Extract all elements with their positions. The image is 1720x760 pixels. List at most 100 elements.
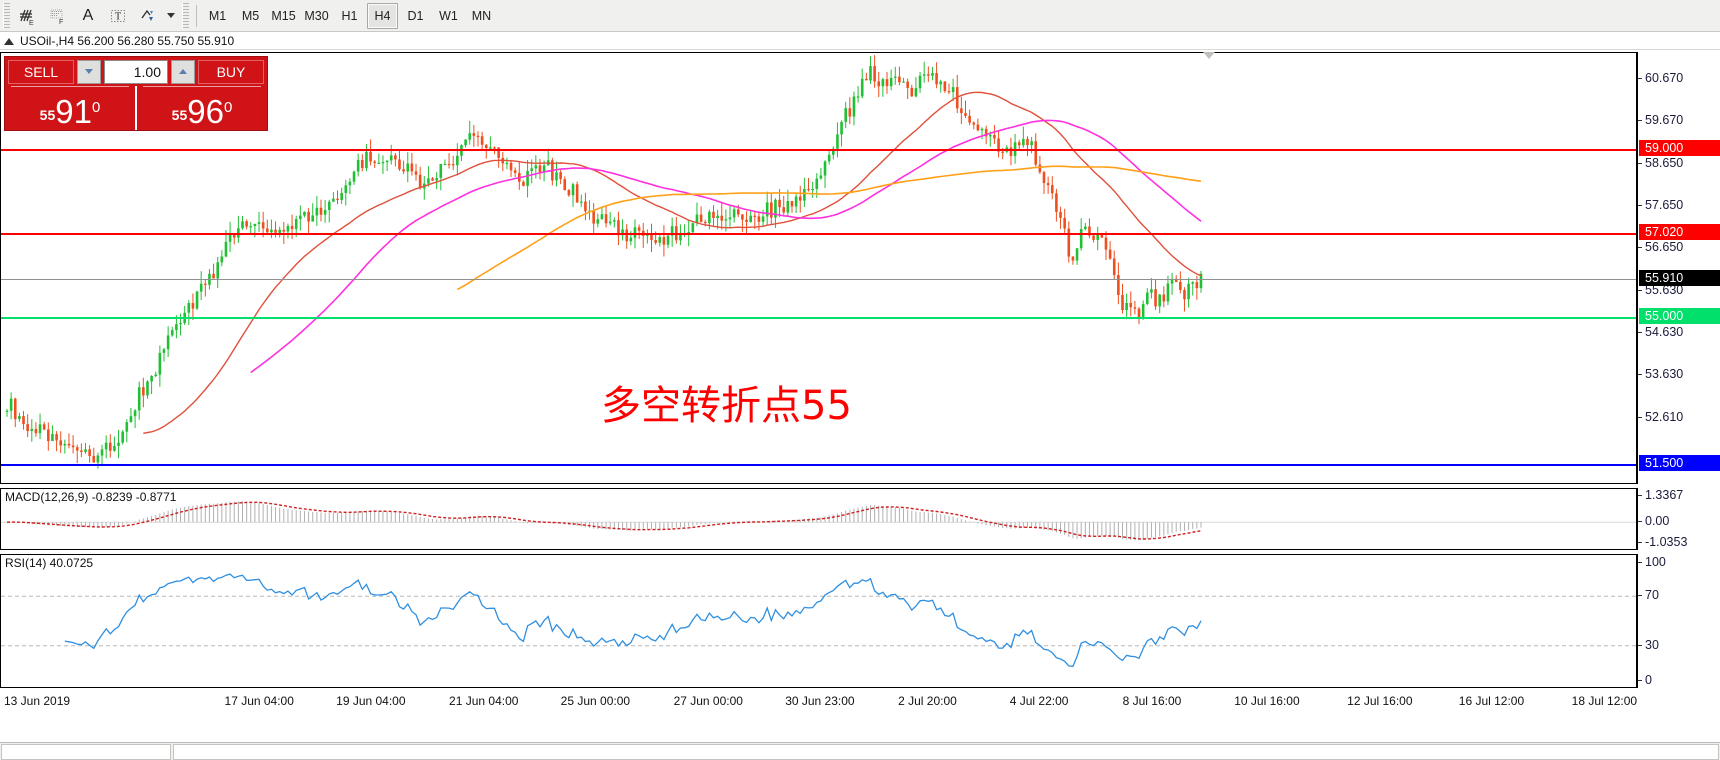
time-tick: 8 Jul 16:00: [1122, 694, 1182, 708]
volume-input[interactable]: 1.00: [104, 59, 168, 84]
templates-icon[interactable]: F: [43, 2, 73, 30]
timeframe-button-m30[interactable]: M30: [304, 8, 329, 23]
level-line-resistance-59[interactable]: [1, 149, 1636, 152]
rsi-tick: 100: [1638, 555, 1666, 569]
time-tick: 2 Jul 20:00: [898, 694, 957, 708]
rsi-tick: 0: [1638, 673, 1652, 687]
price-tick: 53.630: [1638, 367, 1683, 381]
chart-annotation-text: 多空转折点55: [601, 383, 852, 429]
price-badge-resistance-59: 59.000: [1639, 140, 1720, 157]
sell-price-big: 91: [55, 93, 92, 130]
price-axis[interactable]: 60.670 59.670 58.650 57.650 56.650 55.630 54.6…: [1637, 52, 1720, 484]
sell-button[interactable]: SELL: [8, 59, 74, 84]
price-tick: 58.650: [1638, 156, 1683, 170]
collapse-triangle-icon[interactable]: [4, 37, 14, 45]
time-tick: 16 Jul 12:00: [1458, 694, 1525, 708]
indicators-icon[interactable]: E: [13, 2, 43, 30]
macd-pane[interactable]: MACD(12,26,9) -0.8239 -0.8771: [0, 488, 1637, 550]
price-badge-support-55: 55.000: [1639, 308, 1720, 325]
dropdown-caret-icon[interactable]: [163, 2, 179, 30]
time-tick: 19 Jun 04:00: [336, 694, 406, 708]
price-badge-resistance-57: 57.020: [1639, 223, 1720, 240]
rsi-tick: 70: [1638, 588, 1659, 602]
buy-button[interactable]: BUY: [198, 59, 264, 84]
level-line-current-price[interactable]: [1, 279, 1636, 281]
level-line-resistance-57[interactable]: [1, 232, 1636, 235]
text-label-icon[interactable]: A: [82, 6, 94, 24]
time-tick: 30 Jun 23:00: [785, 694, 855, 708]
rsi-chart-canvas: [1, 573, 1636, 668]
price-tick: 54.630: [1638, 325, 1683, 339]
macd-chart-canvas: [1, 501, 1636, 541]
timeframe-button-h1[interactable]: H1: [341, 8, 358, 23]
macd-tick: -1.0353: [1638, 535, 1687, 549]
macd-tick: 1.3367: [1638, 488, 1683, 502]
price-tick: 56.650: [1638, 240, 1683, 254]
trade-controls-row: SELL 1.00 BUY: [5, 57, 267, 86]
time-tick: 12 Jul 16:00: [1347, 694, 1413, 708]
price-tick: 57.650: [1638, 198, 1683, 212]
sell-price-small: 55: [39, 107, 56, 123]
timeframe-button-d1[interactable]: D1: [407, 8, 424, 23]
time-axis[interactable]: 13 Jun 2019 17 Jun 04:00 19 Jun 04:00 21 Ju…: [0, 692, 1637, 714]
toolbar-grip-2[interactable]: [182, 2, 189, 29]
timeframe-group: M1 M5 M15 M30 H1 H4 D1 W1 MN: [201, 2, 498, 29]
price-tick: 60.670: [1638, 71, 1683, 85]
timeframe-button-m15[interactable]: M15: [271, 8, 296, 23]
timeframe-button-w1[interactable]: W1: [439, 8, 458, 23]
time-tick: 13 Jun 2019: [4, 694, 71, 708]
trade-quotes-row: 55 91 0 55 96 0: [5, 86, 267, 130]
svg-text:E: E: [29, 20, 34, 26]
status-bar: [0, 742, 1720, 760]
time-tick: 21 Jun 04:00: [449, 694, 519, 708]
timeframe-button-mn[interactable]: MN: [471, 8, 492, 23]
scroll-marker[interactable]: [1203, 52, 1215, 59]
time-tick: 27 Jun 00:00: [673, 694, 743, 708]
chart-area: 多空转折点55 MACD(12,26,9) -0.8239 -0.8771 RS…: [0, 52, 1720, 760]
price-badge-current-price: 55.910: [1639, 270, 1720, 287]
sell-price-fraction: 0: [91, 99, 101, 116]
time-tick: 25 Jun 00:00: [560, 694, 631, 708]
volume-increase-button[interactable]: [171, 59, 195, 84]
sell-divider: [11, 86, 129, 87]
rsi-tick: 30: [1638, 638, 1659, 652]
buy-price-display[interactable]: 55 96 0: [135, 86, 267, 130]
toolbar-separator: [196, 4, 197, 27]
status-cell-main: [173, 743, 1719, 760]
price-chart-canvas[interactable]: [1, 53, 1636, 483]
text-box-icon[interactable]: T: [103, 2, 133, 30]
buy-price-big: 96: [187, 93, 224, 130]
macd-label: MACD(12,26,9) -0.8239 -0.8771: [5, 490, 177, 504]
level-line-support-55[interactable]: [1, 317, 1636, 320]
svg-text:T: T: [115, 11, 121, 22]
level-line-support-515[interactable]: [1, 464, 1636, 467]
price-pane[interactable]: 多空转折点55: [0, 52, 1637, 484]
toolbar-grip[interactable]: [3, 2, 10, 29]
time-tick: 18 Jul 12:00: [1571, 694, 1638, 708]
time-tick: 17 Jun 04:00: [224, 694, 294, 708]
volume-decrease-button[interactable]: [77, 59, 101, 84]
symbol-ohlc-text: USOil-,H4 56.200 56.280 55.750 55.910: [20, 34, 235, 48]
one-click-trading-panel: SELL 1.00 BUY 55 91 0 55 96 0: [4, 56, 268, 131]
macd-tick: 0.00: [1638, 514, 1669, 528]
sell-price-display[interactable]: 55 91 0: [5, 86, 135, 130]
drawing-tools-icon[interactable]: [133, 2, 163, 30]
buy-price-small: 55: [171, 107, 188, 123]
time-tick: 4 Jul 22:00: [1009, 694, 1069, 708]
timeframe-button-h4[interactable]: H4: [367, 2, 398, 29]
rsi-pane[interactable]: RSI(14) 40.0725: [0, 554, 1637, 688]
status-cell-left: [1, 743, 171, 760]
price-badge-support-515: 51.500: [1639, 455, 1720, 472]
rsi-label: RSI(14) 40.0725: [5, 556, 94, 570]
svg-text:F: F: [59, 19, 63, 26]
buy-divider: [143, 86, 261, 87]
chart-toolbar: E F A: [0, 0, 1720, 32]
rsi-axis: 100 70 30 0: [1637, 554, 1720, 688]
symbol-quote-line: USOil-,H4 56.200 56.280 55.750 55.910: [0, 33, 1720, 50]
timeframe-button-m1[interactable]: M1: [208, 8, 227, 23]
time-tick: 10 Jul 16:00: [1234, 694, 1300, 708]
price-tick: 52.610: [1638, 410, 1683, 424]
macd-axis: 1.3367 0.00 -1.0353: [1637, 488, 1720, 550]
timeframe-button-m5[interactable]: M5: [241, 8, 260, 23]
